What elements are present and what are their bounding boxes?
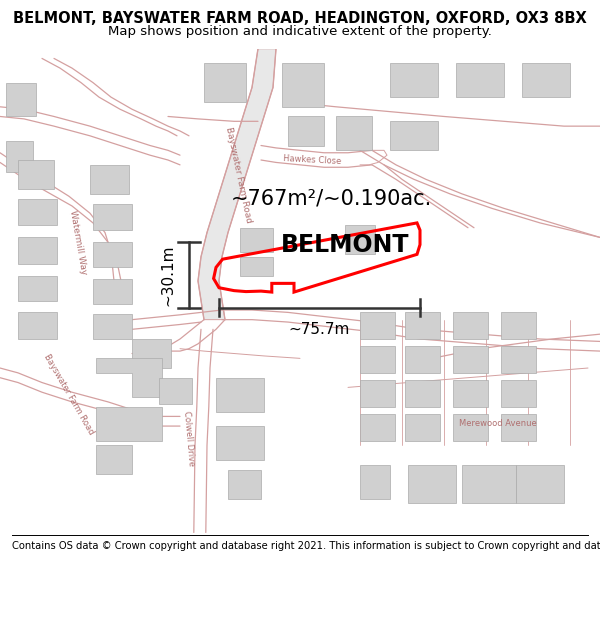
Text: Hawkes Close: Hawkes Close — [283, 154, 341, 166]
Polygon shape — [501, 312, 536, 339]
Polygon shape — [360, 312, 395, 339]
Polygon shape — [96, 446, 132, 474]
Text: Colwell Drive: Colwell Drive — [182, 410, 196, 466]
Polygon shape — [18, 199, 57, 226]
Polygon shape — [159, 378, 192, 404]
Polygon shape — [18, 160, 54, 189]
Polygon shape — [501, 346, 536, 373]
Polygon shape — [336, 116, 372, 151]
Text: Bayswater Farm Road: Bayswater Farm Road — [42, 352, 96, 436]
Text: Bayswater Farm Road: Bayswater Farm Road — [224, 126, 253, 223]
Polygon shape — [93, 204, 132, 230]
Polygon shape — [453, 312, 488, 339]
Polygon shape — [453, 380, 488, 407]
Polygon shape — [390, 63, 438, 97]
Text: BELMONT: BELMONT — [281, 232, 409, 257]
Polygon shape — [240, 228, 273, 252]
Polygon shape — [96, 358, 162, 397]
Polygon shape — [405, 380, 440, 407]
Polygon shape — [516, 465, 564, 504]
Polygon shape — [132, 339, 171, 368]
Polygon shape — [462, 465, 516, 504]
Polygon shape — [453, 414, 488, 441]
Text: Contains OS data © Crown copyright and database right 2021. This information is : Contains OS data © Crown copyright and d… — [12, 541, 600, 551]
Text: Watermill Way: Watermill Way — [68, 209, 88, 275]
Polygon shape — [345, 226, 375, 254]
Polygon shape — [93, 314, 132, 339]
Polygon shape — [522, 63, 570, 97]
Polygon shape — [93, 242, 132, 268]
Polygon shape — [18, 276, 57, 301]
Polygon shape — [360, 465, 390, 499]
Text: Map shows position and indicative extent of the property.: Map shows position and indicative extent… — [108, 25, 492, 38]
Polygon shape — [501, 414, 536, 441]
Text: ~30.1m: ~30.1m — [161, 244, 176, 306]
Polygon shape — [405, 414, 440, 441]
Polygon shape — [360, 380, 395, 407]
Polygon shape — [501, 380, 536, 407]
Polygon shape — [282, 63, 324, 107]
Text: Merewood Avenue: Merewood Avenue — [459, 419, 537, 428]
Text: BELMONT, BAYSWATER FARM ROAD, HEADINGTON, OXFORD, OX3 8BX: BELMONT, BAYSWATER FARM ROAD, HEADINGTON… — [13, 11, 587, 26]
Polygon shape — [453, 346, 488, 373]
Polygon shape — [240, 257, 273, 276]
Polygon shape — [6, 141, 33, 172]
Polygon shape — [456, 63, 504, 97]
Polygon shape — [18, 238, 57, 264]
Polygon shape — [360, 346, 395, 373]
Polygon shape — [216, 378, 264, 411]
Polygon shape — [216, 426, 264, 460]
Polygon shape — [6, 82, 36, 116]
Polygon shape — [90, 165, 129, 194]
Polygon shape — [204, 63, 246, 102]
Polygon shape — [408, 465, 456, 504]
Polygon shape — [198, 49, 276, 319]
Polygon shape — [93, 279, 132, 304]
Polygon shape — [405, 346, 440, 373]
Polygon shape — [405, 312, 440, 339]
Polygon shape — [18, 312, 57, 339]
Polygon shape — [390, 121, 438, 151]
Polygon shape — [360, 414, 395, 441]
Text: ~75.7m: ~75.7m — [289, 322, 350, 337]
Polygon shape — [228, 469, 261, 499]
Polygon shape — [96, 407, 162, 441]
Text: ~767m²/~0.190ac.: ~767m²/~0.190ac. — [231, 189, 432, 209]
Polygon shape — [288, 116, 324, 146]
